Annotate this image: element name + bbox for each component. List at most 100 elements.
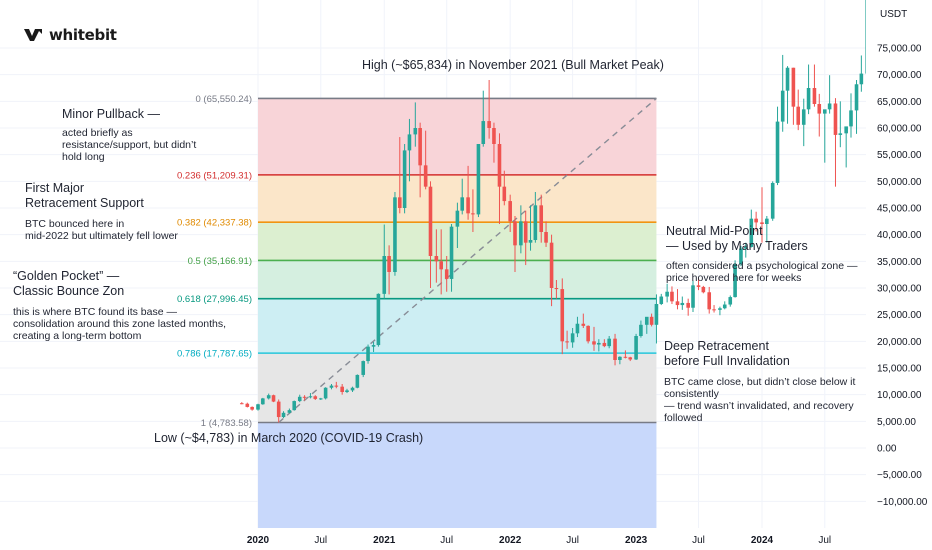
y-tick-label: 20,000.00 bbox=[877, 337, 922, 348]
candle-body bbox=[250, 406, 254, 410]
candle-body bbox=[281, 412, 286, 418]
annotation-title: Minor Pullback — bbox=[62, 107, 160, 121]
candle-body bbox=[554, 288, 559, 290]
time-axis-panel bbox=[0, 528, 932, 550]
annotation-body: this is where BTC found its base — conso… bbox=[13, 306, 253, 342]
annotation-title-line: First Major bbox=[25, 181, 85, 195]
candle-body bbox=[722, 304, 727, 309]
fib-level-label: 0 (65,550.24) bbox=[195, 94, 252, 105]
candle-body bbox=[533, 205, 538, 240]
y-tick-label: 70,000.00 bbox=[877, 70, 922, 81]
candle-body bbox=[565, 341, 569, 343]
first-major-annotation: First Major Retracement Support BTC boun… bbox=[25, 181, 225, 242]
candle-body bbox=[439, 261, 443, 270]
annotation-title-line: Classic Bounce Zon bbox=[13, 284, 125, 298]
annotation-body: often considered a psychological zone — … bbox=[666, 260, 866, 284]
fib-level-label: 0.382 (42,337.38) bbox=[177, 218, 252, 229]
annotation-body: BTC came close, but didn’t close below i… bbox=[664, 376, 869, 424]
y-tick-label: 5,000.00 bbox=[877, 417, 916, 428]
candle-body bbox=[297, 396, 302, 402]
y-tick-label: 15,000.00 bbox=[877, 364, 922, 375]
x-tick-label: Jul bbox=[818, 535, 831, 546]
fib-level-label: 1 (4,783.58) bbox=[201, 418, 252, 429]
candle-body bbox=[560, 289, 565, 342]
candle-body bbox=[513, 221, 517, 246]
candle-body bbox=[628, 357, 633, 360]
candle-body bbox=[544, 232, 548, 243]
candle-body bbox=[644, 316, 649, 325]
annotation-line: BTC bounced here in bbox=[25, 218, 125, 230]
candle-body bbox=[423, 165, 428, 187]
candle-body bbox=[371, 345, 376, 347]
y-tick-label: 25,000.00 bbox=[877, 310, 922, 321]
candle-body bbox=[466, 197, 470, 214]
candle-body bbox=[528, 240, 533, 243]
candle-body bbox=[318, 398, 323, 400]
candle-body bbox=[256, 404, 260, 410]
candle-body bbox=[539, 205, 544, 232]
trend-line bbox=[278, 97, 657, 424]
minor-pullback-annotation: Minor Pullback — acted briefly as resist… bbox=[62, 107, 252, 163]
candle-body bbox=[239, 403, 244, 405]
candle-body bbox=[418, 128, 422, 166]
candle-body bbox=[261, 398, 265, 405]
candle-body bbox=[481, 121, 486, 144]
candle-body bbox=[592, 341, 596, 345]
annotation-title-line: Retracement Support bbox=[25, 196, 144, 210]
candle-body bbox=[471, 213, 475, 215]
candle-body bbox=[334, 385, 339, 387]
candle-body bbox=[670, 291, 674, 302]
annotation-line: followed bbox=[664, 412, 703, 424]
candles bbox=[239, 0, 870, 423]
candle-body bbox=[806, 88, 811, 110]
candle-body bbox=[634, 336, 638, 360]
annotation-title-line: before Full Invalidation bbox=[664, 354, 790, 368]
candle-body bbox=[812, 88, 817, 104]
x-tick-label: 2023 bbox=[625, 535, 648, 546]
candle-body bbox=[323, 387, 328, 399]
candle-body bbox=[519, 221, 523, 246]
candle-body bbox=[340, 386, 344, 392]
candle-body bbox=[696, 285, 701, 287]
annotation-line: hold long bbox=[62, 151, 105, 163]
brand-logo: whitebit bbox=[22, 26, 117, 44]
fib-zone-0.618 bbox=[258, 298, 657, 354]
candle-body bbox=[765, 218, 769, 224]
candle-body bbox=[639, 324, 643, 336]
candle-body bbox=[801, 109, 806, 125]
fib-zone-0.5 bbox=[258, 260, 657, 299]
annotation-line: resistance/support, but didn’t bbox=[62, 139, 197, 151]
x-tick-label: Jul bbox=[440, 535, 453, 546]
candle-body bbox=[586, 325, 590, 342]
candle-body bbox=[654, 304, 659, 325]
candle-body bbox=[728, 297, 733, 305]
candle-body bbox=[770, 182, 775, 219]
annotation-line: consolidation around this zone lasted mo… bbox=[13, 318, 227, 330]
candle-body bbox=[487, 121, 491, 128]
annotation-title-line: “Golden Pocket” — bbox=[13, 269, 120, 283]
golden-pocket-annotation: “Golden Pocket” — Classic Bounce Zon thi… bbox=[13, 269, 253, 342]
y-tick-label: 75,000.00 bbox=[877, 44, 922, 55]
candle-body bbox=[350, 387, 355, 391]
fib-zone-0 bbox=[258, 98, 657, 175]
candle-body bbox=[739, 248, 743, 264]
candle-body bbox=[822, 109, 827, 114]
fib-retracement: 0 (65,550.24) 0.236 (51,209.31) 0.382 (42,… bbox=[177, 94, 657, 528]
fib-zone-1 bbox=[258, 422, 657, 528]
annotation-line: often considered a psychological zone — bbox=[666, 260, 858, 272]
y-tick-label: 50,000.00 bbox=[877, 177, 922, 188]
candle-body bbox=[387, 256, 391, 272]
candle-body bbox=[581, 323, 586, 326]
y-tick-label: 40,000.00 bbox=[877, 230, 922, 241]
candle-body bbox=[607, 338, 611, 347]
fib-level-label: 0.236 (51,209.31) bbox=[177, 170, 252, 181]
candle-body bbox=[434, 256, 439, 262]
y-tick-label: 45,000.00 bbox=[877, 204, 922, 215]
y-tick-label: 60,000.00 bbox=[877, 124, 922, 135]
high-annotation: High (~$65,834) in November 2021 (Bull M… bbox=[362, 58, 664, 72]
candle-body bbox=[397, 197, 402, 208]
candle-body bbox=[393, 197, 397, 272]
candle-body bbox=[476, 144, 481, 215]
